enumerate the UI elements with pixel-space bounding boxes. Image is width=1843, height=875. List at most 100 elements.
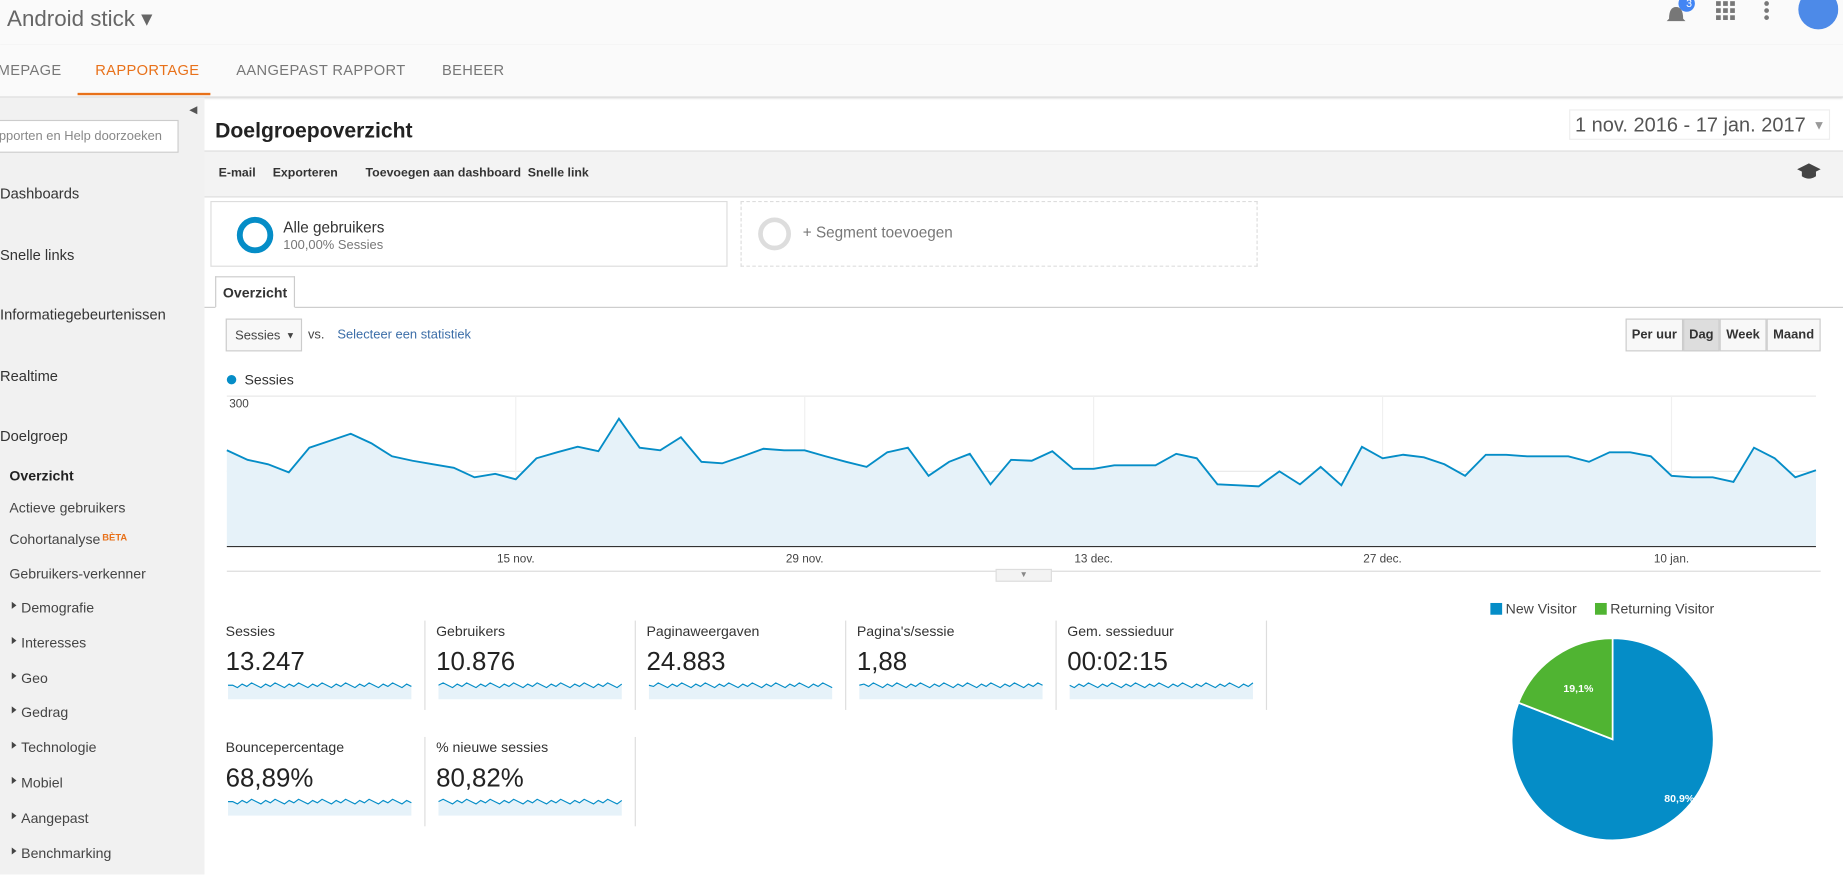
sidebar-group[interactable]: Demografie (21, 599, 95, 616)
sidebar-group[interactable]: Geo (21, 669, 48, 686)
metric-label: Sessies (225, 622, 276, 640)
sidebar-group[interactable]: Gedrag (21, 704, 69, 721)
sparkline-area (228, 682, 412, 700)
more-icon[interactable] (1764, 1, 1769, 20)
sidebar-subitem[interactable]: Overzicht (9, 467, 74, 485)
slice-label: 80,9% (1664, 793, 1695, 805)
education-icon[interactable] (1796, 162, 1822, 181)
sidebar-subitem[interactable]: Gebruikers-verkenner (9, 565, 146, 582)
sparkline-line (438, 682, 623, 689)
tab-divider (204, 306, 1843, 308)
avatar[interactable] (1798, 0, 1839, 30)
metric-divider (1055, 620, 1057, 710)
metric-value: 80,82% (436, 762, 524, 793)
vs-label: vs. (307, 327, 325, 343)
sparkline (859, 682, 1043, 700)
sidebar-group[interactable]: Aangepast (21, 809, 89, 827)
granularity-button[interactable]: Week (1719, 318, 1767, 352)
sidebar-item[interactable]: Dashboards (0, 185, 80, 203)
sidebar-item[interactable]: Realtime (0, 367, 58, 385)
sidebar-item[interactable]: Doelgroep (0, 427, 68, 445)
metric-value: 13.247 (225, 646, 305, 676)
add-segment-card[interactable] (740, 200, 1258, 267)
granularity-button[interactable]: Dag (1683, 318, 1720, 352)
metric-value: 68,89% (225, 762, 314, 793)
nav-tab[interactable]: MEPAGE (0, 62, 62, 79)
select-metric-link[interactable]: Selecteer een statistiek (337, 327, 472, 343)
metric-value: 10.876 (436, 646, 516, 676)
sidebar-group[interactable]: Mobiel (21, 774, 63, 792)
metric-label: Paginaweergaven (646, 622, 760, 640)
chart-collapse[interactable]: ▼ (995, 568, 1052, 582)
x-tick-label: 29 nov. (786, 553, 824, 566)
x-tick-label: 10 jan. (1654, 553, 1689, 566)
metric-divider (634, 620, 636, 710)
metric-label: Bouncepercentage (225, 739, 345, 756)
sidebar-arrow (11, 636, 17, 644)
sidebar-group[interactable]: Technologie (21, 739, 97, 756)
apps-icon[interactable] (1716, 1, 1735, 20)
metric-label: Pagina's/sessie (856, 622, 955, 640)
report-title: Doelgroepoverzicht (215, 118, 413, 143)
legend-swatch (1490, 602, 1503, 615)
metric-divider (845, 620, 847, 710)
header-icons (1666, 0, 1839, 30)
toolbar-action[interactable]: Exporteren (272, 165, 338, 180)
sidebar-item[interactable]: Informatiegebeurtenissen (0, 306, 166, 324)
sidebar-group[interactable]: Interesses (21, 634, 87, 651)
nav-tab[interactable]: RAPPORTAGE (95, 62, 200, 79)
metric-divider (1265, 620, 1268, 710)
legend-label: Sessies (244, 372, 293, 388)
toolbar-action[interactable]: Toevoegen aan dashboard (365, 165, 521, 180)
sidebar-arrow (11, 601, 17, 609)
granularity-button[interactable]: Maand (1766, 318, 1821, 352)
sparkline-line (438, 798, 623, 805)
metric-label: Gebruikers (436, 622, 506, 640)
metric-value: 1,88 (856, 646, 908, 676)
pie-slice (1517, 637, 1614, 741)
date-range[interactable]: 1 nov. 2016 - 17 jan. 2017 ▼ (1569, 109, 1831, 140)
sidebar-arrow (11, 846, 17, 855)
property-selector[interactable]: Android stick ▾ (7, 7, 153, 32)
add-segment-ring (758, 217, 792, 251)
sparkline (228, 682, 412, 700)
sparkline-line (648, 682, 833, 689)
granularity-button[interactable]: Per uur (1625, 318, 1684, 352)
metric-select[interactable]: Sessies ▼ (225, 318, 303, 352)
toolbar-action[interactable]: Snelle link (527, 165, 589, 180)
area (226, 418, 1816, 547)
sidebar-arrow (11, 671, 17, 679)
segment-card[interactable] (210, 200, 728, 267)
metric-divider (424, 736, 426, 827)
overview-tab[interactable]: Overzicht (215, 276, 296, 308)
beta-badge: BÈTA (102, 532, 128, 544)
legend-label: Returning Visitor (1610, 601, 1714, 617)
sparkline-line (228, 798, 412, 805)
sidebar-subitem[interactable]: Cohortanalyse (9, 531, 101, 548)
segment-detail: 100,00% Sessies (283, 238, 384, 253)
sparkline (228, 798, 412, 816)
search-input[interactable]: pporten en Help doorzoeken (0, 119, 179, 153)
sparkline (1069, 682, 1254, 700)
x-tick-label: 13 dec. (1074, 553, 1113, 566)
bell-icon[interactable] (1666, 7, 1686, 22)
sparkline-area (1069, 682, 1253, 700)
nav-tab[interactable]: BEHEER (441, 62, 505, 79)
sparkline-line (228, 682, 412, 689)
legend-marker (226, 374, 237, 385)
sparkline (648, 682, 833, 700)
sidebar-arrow (11, 706, 17, 714)
metric-value: 24.883 (646, 646, 726, 676)
y-tick-label: 300 (229, 397, 249, 410)
collapse-button[interactable]: ◀ (189, 103, 198, 116)
sidebar-item[interactable]: Snelle links (0, 246, 75, 264)
sparkline-area (859, 682, 1043, 700)
x-tick-label: 15 nov. (497, 553, 535, 566)
add-segment-label[interactable]: + Segment toevoegen (802, 223, 953, 241)
nav-tab[interactable]: AANGEPAST RAPPORT (236, 62, 406, 79)
toolbar-action[interactable]: E-mail (218, 165, 256, 180)
sparkline-area (438, 682, 622, 700)
sidebar-subitem[interactable]: Actieve gebruikers (9, 499, 126, 516)
sidebar-group[interactable]: Benchmarking (21, 844, 112, 862)
